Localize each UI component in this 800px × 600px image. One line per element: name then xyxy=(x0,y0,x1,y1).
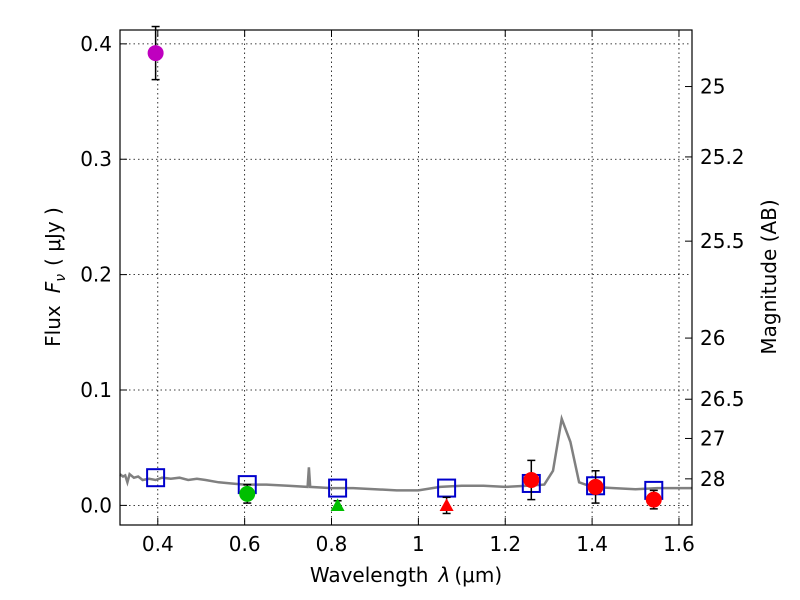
upper-limit-triangle xyxy=(439,498,454,511)
observed-flux-point xyxy=(587,478,604,495)
y2-tick-label: 25 xyxy=(700,75,725,99)
model-spectrum-line xyxy=(119,414,692,492)
y2-tick-label: 26.5 xyxy=(700,387,745,411)
x-tick-label: 1.2 xyxy=(489,532,521,556)
y-tick-label: 0.3 xyxy=(80,147,112,171)
model-flux-square xyxy=(146,468,166,488)
observed-flux-point xyxy=(523,472,540,488)
observed-flux-point xyxy=(645,491,662,508)
y-axis-ticks: 0.0 0.1 0.2 0.3 0.4 xyxy=(80,32,127,517)
y2-tick-label: 25.5 xyxy=(700,229,745,253)
x-tick-label: 0.8 xyxy=(316,532,348,556)
model-flux-square xyxy=(328,478,348,498)
y-tick-label: 0.2 xyxy=(80,263,112,287)
y-axis-label: FluxFν( μJy ) xyxy=(41,207,69,347)
y-tick-label: 0.0 xyxy=(80,493,112,517)
x-tick-label: 1.4 xyxy=(576,532,608,556)
y2-tick-label: 28 xyxy=(700,467,725,491)
x-tick-label: 1.6 xyxy=(663,532,695,556)
x-tick-label: 0.6 xyxy=(229,532,261,556)
model-spectrum xyxy=(119,414,692,492)
upper-limit-triangle xyxy=(330,498,345,511)
y2-tick-label: 26 xyxy=(700,326,725,350)
plot-frame xyxy=(119,29,693,526)
y-tick-label: 0.1 xyxy=(80,378,112,402)
x-tick-label: 0.4 xyxy=(142,532,174,556)
observed-points xyxy=(147,25,662,515)
y2-tick-label: 25.2 xyxy=(700,145,745,169)
y2-axis-ticks: 25 25.2 25.5 26 26.5 27 28 xyxy=(685,75,745,491)
x-axis-label: Wavelength λ (μm) xyxy=(310,563,502,587)
x-axis-ticks: 0.4 0.6 0.8 1 1.2 1.4 1.6 xyxy=(142,30,695,556)
observed-flux-point xyxy=(147,45,164,62)
x-tick-label: 1 xyxy=(412,532,425,556)
y-tick-label: 0.4 xyxy=(80,32,112,56)
observed-flux-point xyxy=(239,485,256,502)
grid xyxy=(120,30,692,525)
y2-axis-label: Magnitude (AB) xyxy=(757,199,781,354)
y2-tick-label: 27 xyxy=(700,426,725,450)
